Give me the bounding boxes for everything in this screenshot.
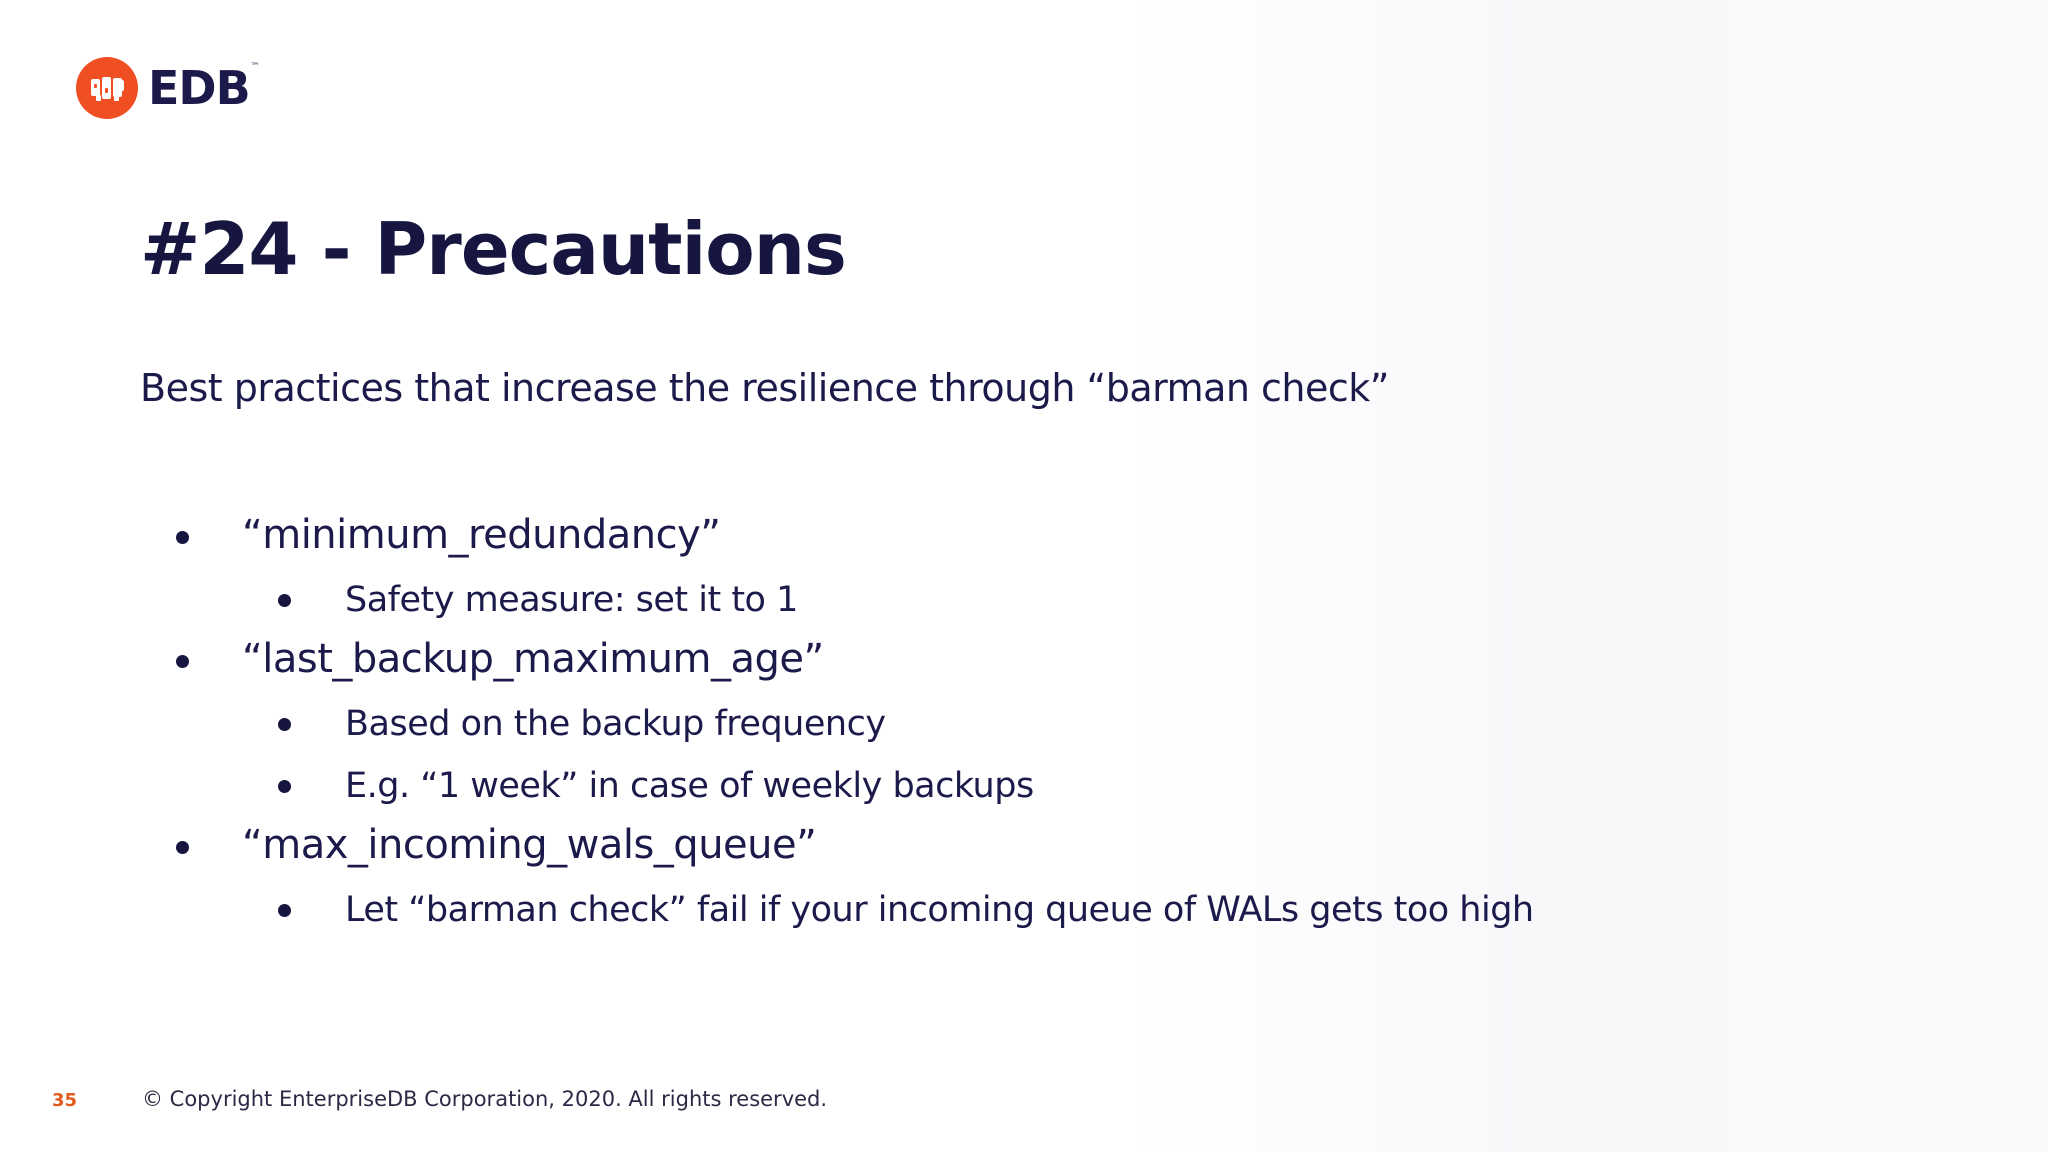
bullet-text: “last_backup_maximum_age”: [242, 636, 824, 682]
sub-bullet-item: Let “barman check” fail if your incoming…: [278, 890, 1534, 930]
bullet-dot-icon: [176, 655, 189, 668]
sub-bullet-text: Based on the backup frequency: [345, 704, 886, 744]
bullet-dot-icon: [278, 780, 291, 793]
sub-bullet-text: Let “barman check” fail if your incoming…: [345, 890, 1534, 930]
bullet-dot-icon: [176, 531, 189, 544]
bullet-text: “max_incoming_wals_queue”: [242, 822, 817, 868]
copyright-notice: © Copyright EnterpriseDB Corporation, 20…: [142, 1087, 828, 1111]
bullet-item: “max_incoming_wals_queue”: [176, 822, 817, 868]
bullet-dot-icon: [176, 841, 189, 854]
bullet-text: “minimum_redundancy”: [242, 512, 721, 558]
sub-bullet-item: Based on the backup frequency: [278, 704, 886, 744]
slide-subtitle: Best practices that increase the resilie…: [140, 366, 1389, 410]
bullet-dot-icon: [278, 904, 291, 917]
page-number: 35: [52, 1090, 78, 1111]
sub-bullet-item: Safety measure: set it to 1: [278, 580, 798, 620]
slide-title: #24 - Precautions: [140, 207, 847, 291]
elephant-logo-icon: [76, 57, 138, 119]
bullet-item: “last_backup_maximum_age”: [176, 636, 824, 682]
bullet-dot-icon: [278, 718, 291, 731]
sub-bullet-text: Safety measure: set it to 1: [345, 580, 798, 620]
bullet-item: “minimum_redundancy”: [176, 512, 721, 558]
bullet-dot-icon: [278, 594, 291, 607]
sub-bullet-text: E.g. “1 week” in case of weekly backups: [345, 766, 1034, 806]
logo-wordmark: EDB: [148, 61, 251, 115]
logo-trademark: ™: [250, 62, 260, 72]
edb-logo: EDB ™: [76, 56, 260, 120]
sub-bullet-item: E.g. “1 week” in case of weekly backups: [278, 766, 1034, 806]
